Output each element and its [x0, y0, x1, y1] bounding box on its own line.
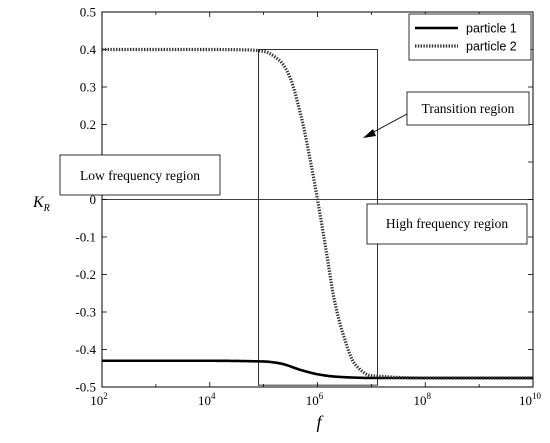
y-axis-label-main: K	[32, 194, 45, 211]
x-tick-label: 104	[198, 391, 216, 408]
y-tick-label: 0.3	[80, 80, 96, 95]
y-axis-label: KR	[32, 194, 50, 214]
series-line-2	[101, 47, 534, 380]
legend-label-2: particle 2	[466, 40, 517, 54]
y-tick-label: 0.2	[80, 117, 96, 132]
plot-layer: 0.50.40.30.20.10-0.1-0.2-0.3-0.4-0.51021…	[32, 5, 542, 433]
transition-arrow-head	[363, 129, 376, 138]
y-tick-label: -0.3	[75, 305, 96, 320]
y-axis-label-subscript: R	[43, 203, 50, 214]
low-label-box	[59, 154, 221, 196]
y-tick-label: -0.5	[75, 380, 96, 395]
x-tick-label: 102	[90, 391, 108, 408]
y-tick-label: 0.4	[80, 42, 97, 57]
x-tick-base: 10	[519, 393, 532, 408]
transition-region-box	[258, 49, 378, 386]
transition-arrow-line	[367, 113, 408, 136]
x-tick-label: 1010	[519, 391, 542, 408]
x-tick-label: 108	[414, 391, 432, 408]
series-line-1	[102, 359, 533, 380]
legend-label-1: particle 1	[466, 22, 517, 36]
x-tick-exponent: 4	[211, 391, 216, 401]
transition-region-label: Transition region	[422, 101, 515, 116]
x-tick-base: 10	[414, 393, 427, 408]
x-tick-exponent: 8	[427, 391, 432, 401]
high-label-box	[366, 203, 528, 245]
low-frequency-label: Low frequency region	[80, 168, 200, 183]
legend-box	[408, 13, 532, 61]
x-tick-exponent: 10	[532, 391, 542, 401]
y-tick-label: 0.5	[80, 5, 96, 20]
high-frequency-label: High frequency region	[386, 216, 508, 231]
x-tick-base: 10	[306, 393, 319, 408]
y-tick-label: -0.2	[75, 267, 96, 282]
y-tick-label: -0.1	[75, 230, 96, 245]
y-tick-label: 0	[90, 192, 97, 207]
x-tick-label: 106	[306, 391, 324, 408]
x-tick-exponent: 2	[103, 391, 108, 401]
y-tick-label: -0.4	[75, 342, 96, 357]
x-tick-base: 10	[90, 393, 103, 408]
x-tick-exponent: 6	[319, 391, 324, 401]
x-tick-base: 10	[198, 393, 211, 408]
x-axis-label: f	[316, 412, 324, 432]
transition-label-box	[406, 91, 530, 126]
